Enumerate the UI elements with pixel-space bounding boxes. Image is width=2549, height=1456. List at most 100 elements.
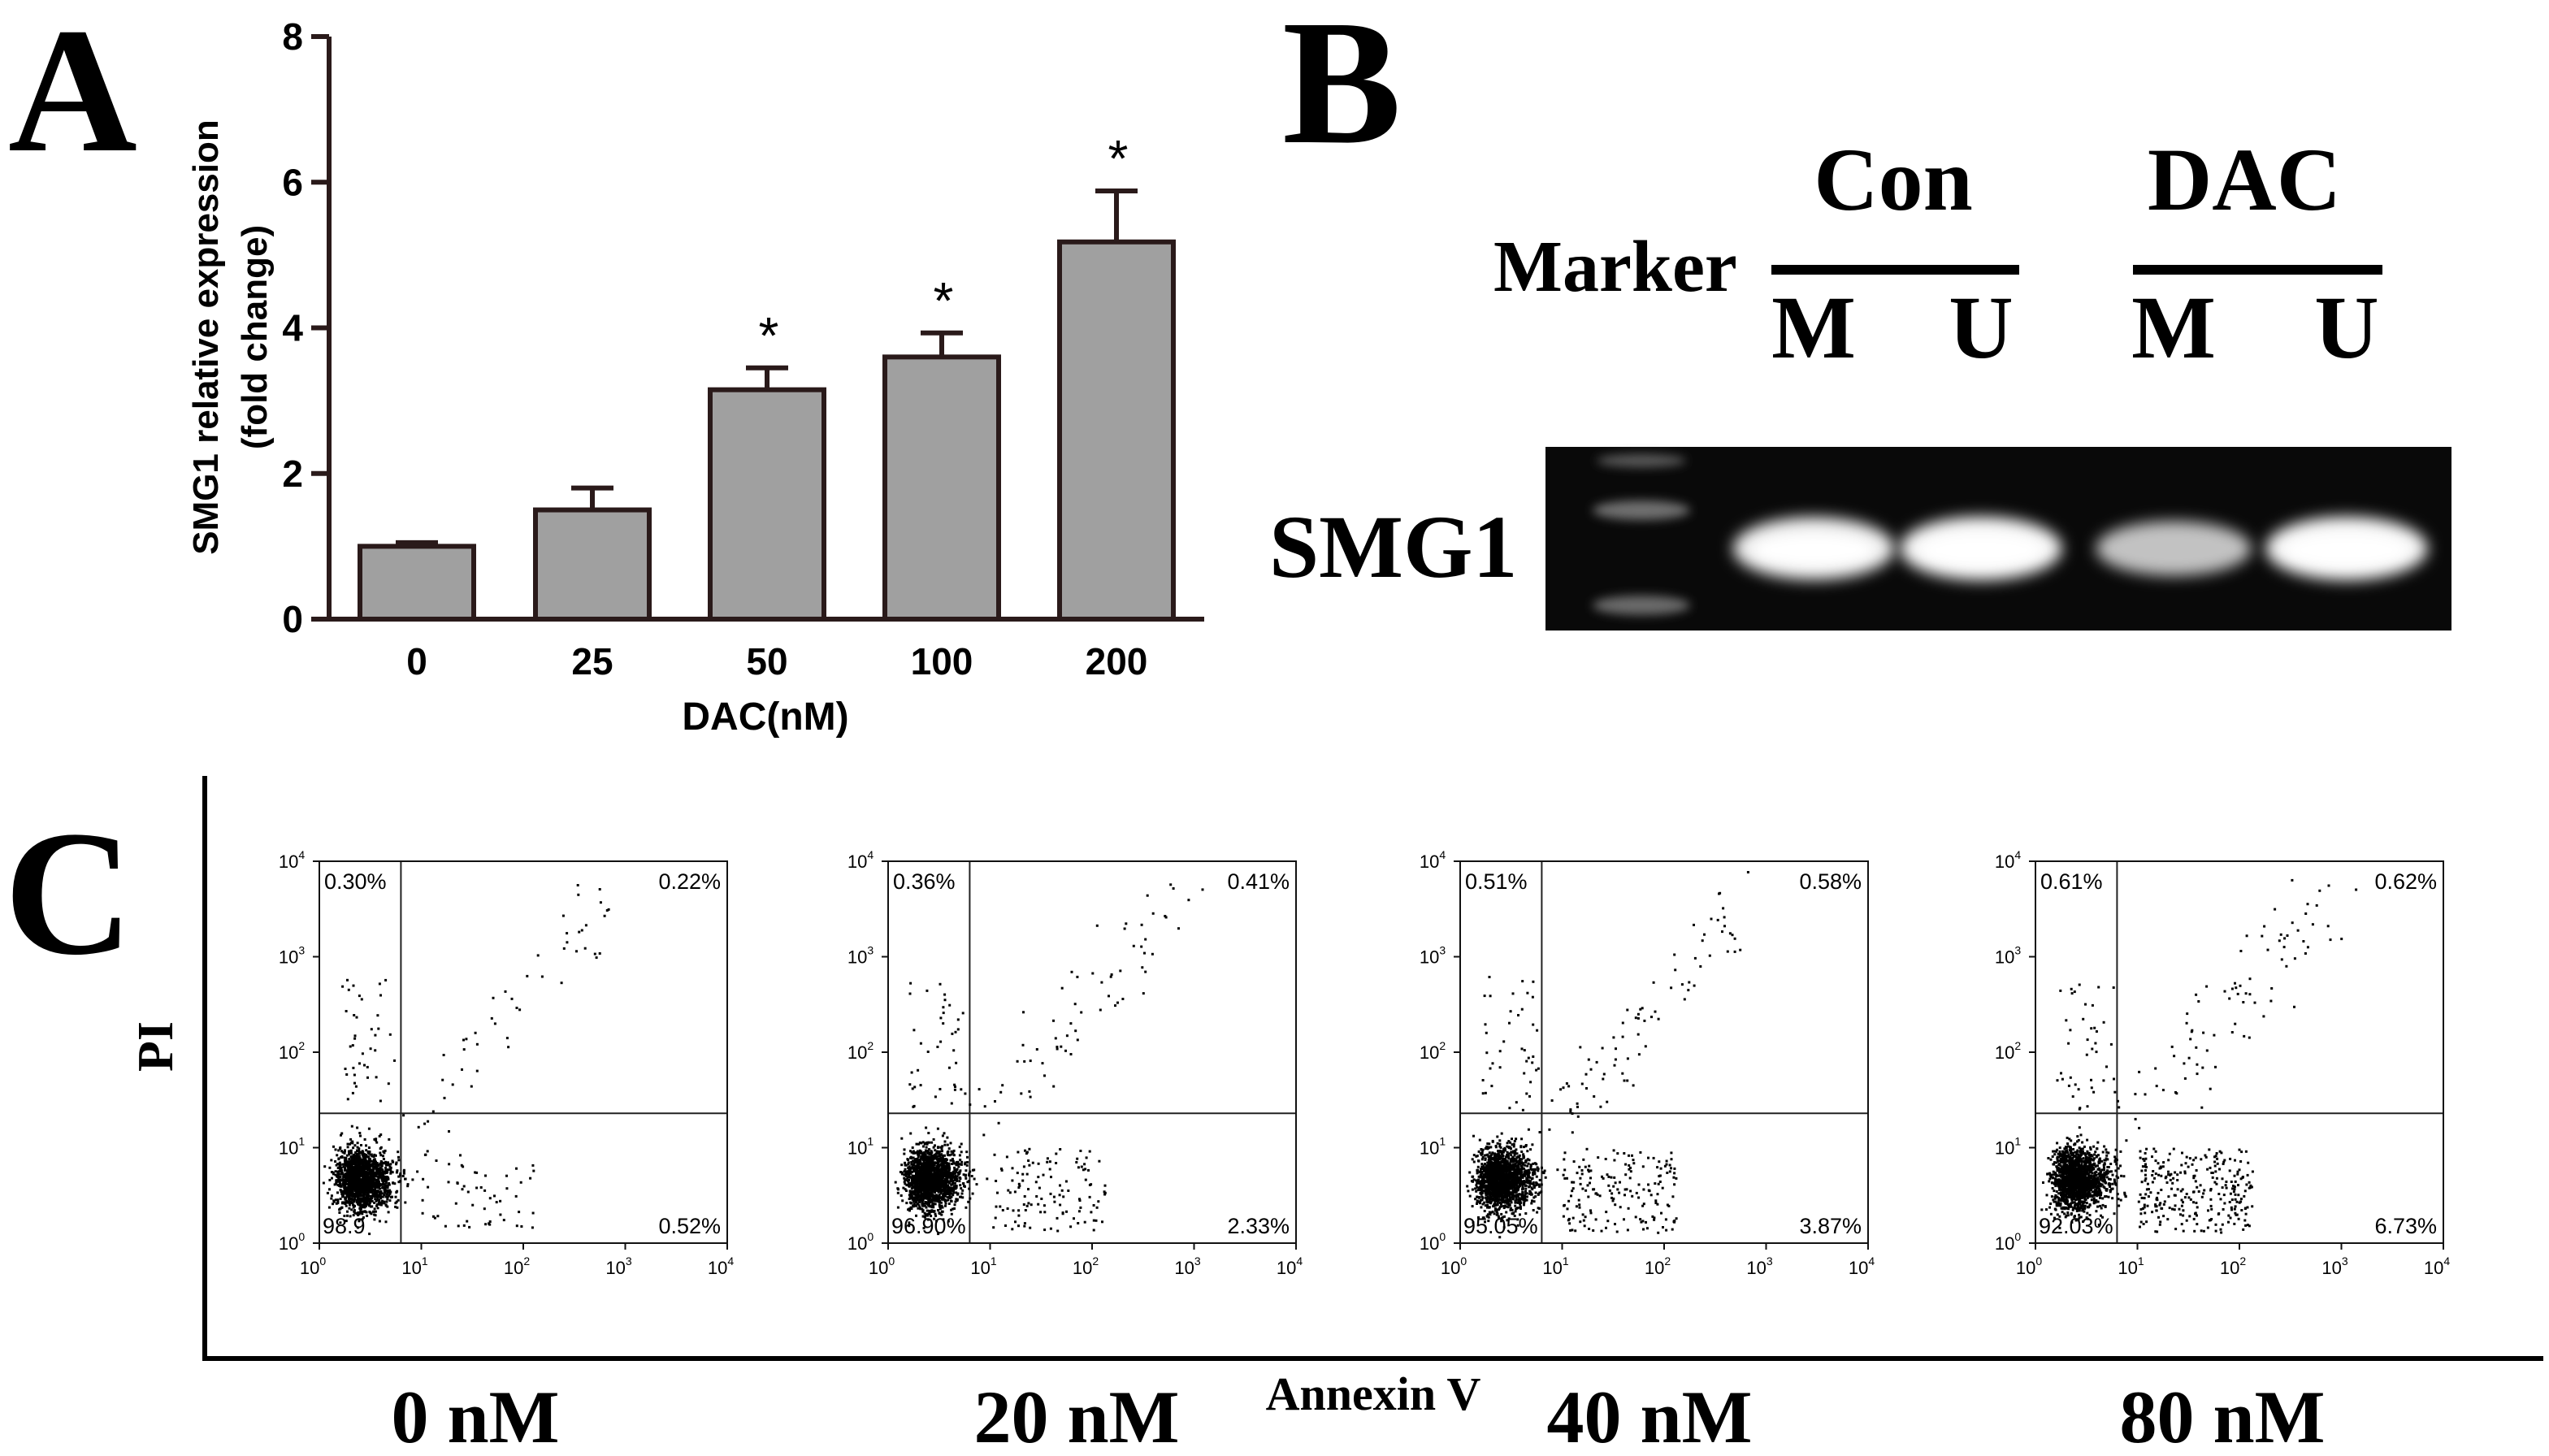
y-tick-label: 102: [279, 1039, 305, 1063]
event-dots: [895, 883, 1204, 1235]
panel-c-label: C: [4, 794, 133, 992]
x-tick-label: 101: [2118, 1254, 2144, 1278]
marker-label: Marker: [1493, 227, 1737, 307]
x-tick-label: 102: [1073, 1254, 1099, 1278]
gel-band-core: [1923, 535, 2040, 565]
quadrant-ul-value: 0.61%: [2040, 869, 2103, 894]
x-tick-label: 104: [1277, 1254, 1303, 1278]
x-tick-label: 100: [2016, 1254, 2042, 1278]
x-tick-label: 100: [1441, 1254, 1467, 1278]
x-tick-label: 101: [1542, 1254, 1568, 1278]
significance-star: *: [759, 306, 779, 365]
lane-label-dac-m: M: [2131, 278, 2216, 377]
marker-band: [1593, 596, 1690, 615]
y-tick-label: 103: [279, 944, 305, 968]
y-tick-label: 0: [282, 598, 303, 640]
quadrant-ur-value: 0.58%: [1799, 869, 1862, 894]
y-axis-label-line2: (fold change): [235, 225, 275, 449]
quadrant-lr-value: 6.73%: [2374, 1214, 2437, 1238]
quadrant-ur-value: 0.22%: [658, 869, 721, 894]
y-tick-label: 100: [1420, 1230, 1446, 1254]
quadrant-ll-value: 98.9: [323, 1214, 366, 1238]
quadrant-ul-value: 0.51%: [1465, 869, 1528, 894]
y-tick-label: 104: [1995, 848, 2021, 872]
significance-star: *: [1108, 129, 1129, 188]
y-tick-label: 103: [1420, 944, 1446, 968]
y-tick-label: 102: [1420, 1039, 1446, 1063]
x-tick-label: 101: [401, 1254, 427, 1278]
x-tick-label: 104: [708, 1254, 734, 1278]
quadrant-ll-value: 96.90%: [891, 1214, 966, 1238]
y-tick-label: 103: [847, 944, 874, 968]
x-tick-label: 103: [1746, 1254, 1772, 1278]
group-label-con: Con: [1814, 130, 1973, 229]
y-tick-label: 6: [282, 161, 303, 203]
bar: [710, 390, 824, 619]
quadrant-ll-value: 92.03%: [2039, 1214, 2113, 1238]
x-tick-label: 102: [1645, 1254, 1671, 1278]
y-tick-label: 8: [282, 15, 303, 58]
quadrant-ur-value: 0.62%: [2374, 869, 2437, 894]
dose-label-80: 80 nM: [2120, 1376, 2326, 1452]
pi-axis-label: PI: [128, 1021, 184, 1072]
y-tick-label: 100: [279, 1230, 305, 1254]
x-tick-label: 101: [970, 1254, 996, 1278]
y-tick-label: 103: [1995, 944, 2021, 968]
y-tick-label: 101: [847, 1135, 874, 1159]
y-tick-label: 100: [1995, 1230, 2021, 1254]
panel-b-label: B: [1282, 0, 1402, 181]
panel-b: B Con DAC Marker M U M U SMG1: [1269, 0, 2451, 630]
panel-a: A SMG1 relative expression (fold change)…: [8, 0, 1204, 739]
quadrant-ll-value: 95.05%: [1463, 1214, 1538, 1238]
flow-plot-3: 1001001011011021021031031041040.61%0.62%…: [1995, 848, 2450, 1278]
bar: [885, 357, 999, 619]
x-tick-label: 25: [571, 640, 613, 682]
y-tick-label: 104: [1420, 848, 1446, 872]
gel-row-label: SMG1: [1269, 497, 1518, 596]
x-tick-label: 0: [406, 640, 427, 682]
quadrant-lr-value: 0.52%: [658, 1214, 721, 1238]
quadrant-lr-value: 3.87%: [1799, 1214, 1862, 1238]
annexin-axis-label: Annexin V: [1266, 1367, 1481, 1420]
y-tick-label: 101: [1995, 1135, 2021, 1159]
x-tick-label: 100: [911, 640, 973, 682]
y-tick-label: 102: [847, 1039, 874, 1063]
x-tick-label: 102: [2220, 1254, 2246, 1278]
dose-label-40: 40 nM: [1547, 1376, 1753, 1452]
y-tick-label: 101: [1420, 1135, 1446, 1159]
lane-label-dac-u: U: [2314, 278, 2378, 377]
dose-label-20: 20 nM: [974, 1376, 1180, 1452]
bar: [1060, 242, 1173, 619]
gel-band: [2096, 521, 2252, 575]
event-dots: [1466, 871, 1749, 1238]
lane-label-con-m: M: [1771, 278, 1856, 377]
x-tick-label: 200: [1086, 640, 1148, 682]
panel-c: C PI Annexin V 1001001011011021021031031…: [4, 776, 2543, 1452]
gel-image: [1545, 447, 2451, 630]
y-axis-label-line1: SMG1 relative expression: [186, 119, 226, 555]
dose-label-0: 0 nM: [392, 1376, 560, 1452]
bar: [360, 546, 474, 619]
y-tick-label: 100: [847, 1230, 874, 1254]
gate-lines: [888, 861, 1296, 1243]
event-dots: [323, 884, 610, 1235]
plot-frame: [888, 861, 1296, 1243]
marker-band: [1593, 500, 1690, 520]
x-tick-label: 100: [300, 1254, 326, 1278]
x-tick-label: 103: [605, 1254, 631, 1278]
quadrant-ul-value: 0.30%: [324, 869, 387, 894]
y-tick-label: 101: [279, 1135, 305, 1159]
flow-plots: 1001001011011021021031031041040.30%0.22%…: [279, 848, 2450, 1278]
x-tick-label: 100: [869, 1254, 895, 1278]
group-label-dac: DAC: [2148, 130, 2341, 229]
x-axis-label: DAC(nM): [682, 696, 848, 739]
quadrant-ul-value: 0.36%: [893, 869, 956, 894]
x-tick-label: 104: [1849, 1254, 1875, 1278]
y-tick-label: 102: [1995, 1039, 2021, 1063]
y-tick-label: 104: [279, 848, 305, 872]
x-tick-label: 102: [504, 1254, 530, 1278]
quadrant-ur-value: 0.41%: [1227, 869, 1290, 894]
